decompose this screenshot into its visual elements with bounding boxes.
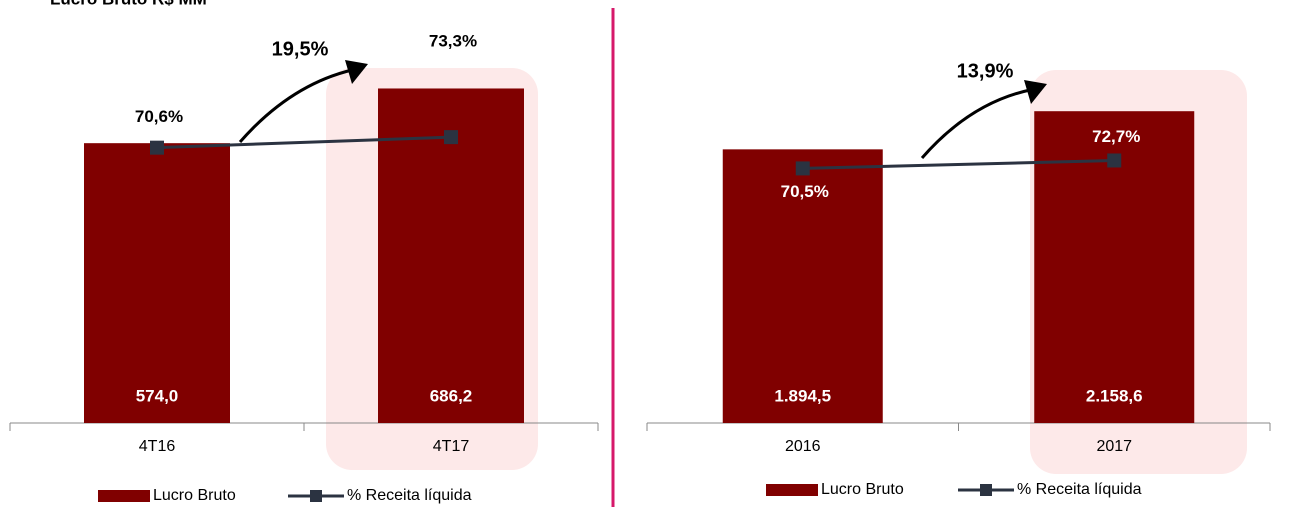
legend-marker [310, 490, 322, 502]
bar [84, 143, 230, 424]
x-tick-label: 4T17 [433, 438, 470, 455]
legend-swatch [98, 490, 150, 502]
x-tick-label: 2017 [1096, 438, 1132, 455]
arrow [920, 88, 1031, 159]
point [1107, 153, 1122, 168]
x-tick-label: 4T16 [139, 438, 176, 455]
bar [378, 88, 524, 423]
point-label: 73,3% [429, 32, 477, 51]
line [156, 135, 452, 150]
legend-marker [980, 484, 992, 496]
arrow-head [345, 60, 368, 84]
point-label: 70,5% [781, 182, 829, 201]
point [444, 130, 458, 145]
annotation: 13,9% [957, 60, 1014, 82]
bar-label: 2.158,6 [1086, 386, 1143, 405]
point [795, 161, 810, 176]
point [150, 140, 164, 155]
legend-label: % Receita líquida [1017, 481, 1142, 498]
arrow [238, 68, 353, 143]
legend-label: % Receita líquida [347, 487, 472, 504]
arrow-head [1024, 80, 1047, 104]
bar-label: 574,0 [136, 386, 179, 405]
legend-label: Lucro Bruto [153, 487, 236, 504]
legend-swatch [766, 484, 818, 496]
line [802, 158, 1115, 170]
chart-title: Lucro Bruto R$ MM [50, 0, 207, 8]
bar-label: 1.894,5 [774, 386, 831, 405]
point-label: 70,6% [135, 107, 183, 126]
legend-label: Lucro Bruto [821, 481, 904, 498]
x-tick-label: 2016 [785, 438, 821, 455]
annotation: 19,5% [272, 38, 329, 60]
point-label: 72,7% [1092, 127, 1140, 146]
bar-label: 686,2 [430, 386, 473, 405]
bar [722, 149, 883, 423]
